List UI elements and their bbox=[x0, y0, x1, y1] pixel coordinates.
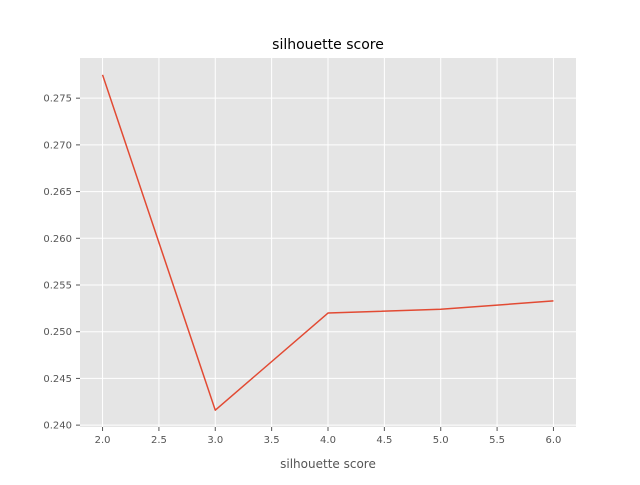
x-tick-label: 3.5 bbox=[264, 435, 280, 446]
y-tick-label: 0.260 bbox=[43, 234, 72, 245]
grid-lines bbox=[80, 58, 576, 427]
y-axis-ticks: 0.240 0.245 0.250 0.255 0.260 0.265 0.270 0.275 bbox=[43, 94, 80, 432]
x-tick-label: 3.0 bbox=[207, 435, 223, 446]
x-axis-label: silhouette score bbox=[280, 457, 376, 471]
y-tick-label: 0.270 bbox=[43, 140, 72, 151]
x-tick-label: 2.0 bbox=[95, 435, 111, 446]
x-tick-label: 5.5 bbox=[489, 435, 505, 446]
y-tick-label: 0.255 bbox=[43, 281, 72, 292]
series-line bbox=[101, 74, 554, 411]
x-axis-ticks: 2.0 2.5 3.0 3.5 4.0 4.5 5.0 5.5 6.0 bbox=[95, 427, 562, 446]
x-tick-label: 5.0 bbox=[433, 435, 449, 446]
x-tick-label: 4.5 bbox=[376, 435, 392, 446]
chart-title: silhouette score bbox=[272, 37, 384, 53]
series-layer bbox=[101, 74, 554, 411]
y-tick-label: 0.265 bbox=[43, 187, 72, 198]
x-tick-label: 2.5 bbox=[151, 435, 167, 446]
y-tick-label: 0.240 bbox=[43, 421, 72, 432]
y-tick-label: 0.250 bbox=[43, 327, 72, 338]
y-tick-label: 0.245 bbox=[43, 374, 72, 385]
x-tick-label: 4.0 bbox=[320, 435, 336, 446]
x-tick-label: 6.0 bbox=[546, 435, 562, 446]
y-tick-label: 0.275 bbox=[43, 94, 72, 105]
